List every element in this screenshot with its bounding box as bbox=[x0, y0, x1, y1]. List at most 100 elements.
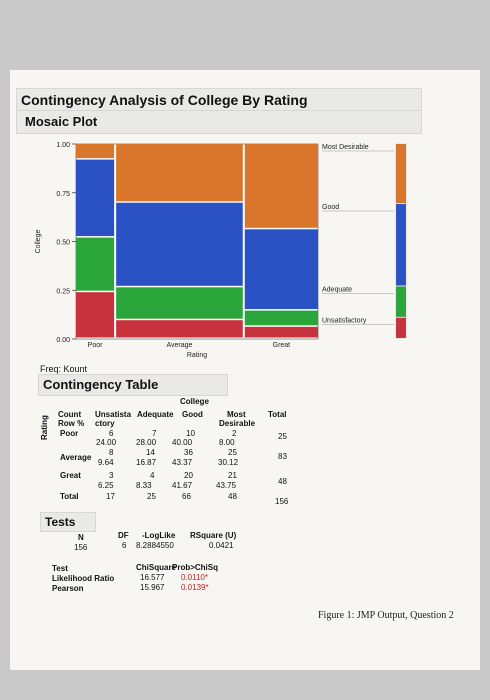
cell: 9.64 bbox=[98, 458, 114, 467]
tests-header-rsquare: RSquare (U) bbox=[190, 531, 237, 540]
test-chisq: 16.577 bbox=[140, 573, 165, 582]
mosaic-cell-most-desirable bbox=[116, 144, 243, 202]
figure-caption: Figure 1: JMP Output, Question 2 bbox=[318, 610, 454, 621]
col-header-adequate: Adequate bbox=[137, 410, 174, 419]
tests-n-value: 156 bbox=[74, 543, 88, 552]
y-tick-label: 0.00 bbox=[56, 337, 70, 344]
cell: 6 bbox=[109, 429, 114, 438]
cell: 7 bbox=[152, 429, 157, 438]
row-label-great: Great bbox=[60, 471, 81, 480]
row-total: 83 bbox=[278, 452, 287, 461]
cell: 8.00 bbox=[219, 438, 235, 447]
tests-header-prob: Prob>ChiSq bbox=[172, 563, 219, 572]
cell: 36 bbox=[184, 448, 193, 457]
y-axis-title: College bbox=[35, 230, 42, 254]
report-title: Contingency Analysis of College By Ratin… bbox=[16, 88, 422, 112]
college-header: College bbox=[180, 397, 209, 406]
cell: 2 bbox=[232, 429, 237, 438]
tests-header-chisq: ChiSquare bbox=[136, 563, 177, 572]
legend-label: Good bbox=[322, 204, 339, 211]
tests-header-n: N bbox=[78, 533, 84, 542]
cell: 41.67 bbox=[172, 481, 193, 490]
col-header-desirable: Desirable bbox=[219, 419, 256, 428]
y-tick-label: 0.25 bbox=[56, 288, 70, 295]
row-total: 48 bbox=[278, 477, 287, 486]
corner-rowpct: Row % bbox=[58, 419, 85, 428]
col-header-total: Total bbox=[268, 410, 287, 419]
cell: 25 bbox=[228, 448, 237, 457]
marginal-bar-good bbox=[395, 203, 407, 286]
x-tick-label: Great bbox=[273, 342, 291, 349]
mosaic-cell-most-desirable bbox=[244, 144, 318, 228]
cell: 20 bbox=[184, 471, 193, 480]
mosaic-cell-adequate bbox=[76, 237, 115, 291]
tests-loglike-value: 8.2884550 bbox=[136, 541, 174, 550]
mosaic-cell-unsatisfactory bbox=[116, 320, 243, 338]
row-label-average: Average bbox=[60, 453, 92, 462]
cell: 43.37 bbox=[172, 458, 193, 467]
cell: 3 bbox=[109, 471, 114, 480]
freq-label: Freq: Kount bbox=[40, 364, 88, 374]
test-chisq: 15.967 bbox=[140, 583, 165, 592]
marginal-bar-most-desirable bbox=[395, 143, 407, 204]
cell: 40.00 bbox=[172, 438, 193, 447]
x-tick-label: Poor bbox=[88, 342, 103, 349]
cell: 30.12 bbox=[218, 458, 239, 467]
x-axis-title: Rating bbox=[187, 352, 207, 359]
cell: 17 bbox=[106, 492, 115, 501]
tests-title: Tests bbox=[40, 512, 96, 532]
legend-label: Adequate bbox=[322, 286, 352, 293]
test-prob: 0.0110* bbox=[181, 573, 208, 582]
row-total: 25 bbox=[278, 432, 287, 441]
cell: 43.75 bbox=[216, 481, 237, 490]
legend-label: Most Desirable bbox=[322, 144, 369, 151]
cell: 66 bbox=[182, 492, 191, 501]
test-prob: 0.0139* bbox=[181, 583, 209, 592]
y-tick-label: 0.75 bbox=[56, 191, 70, 198]
tests-header-test: Test bbox=[52, 564, 68, 573]
mosaic-cell-unsatisfactory bbox=[76, 292, 115, 338]
col-header-good: Good bbox=[182, 410, 203, 419]
marginal-bar-adequate bbox=[395, 286, 407, 317]
col-header-unsatisfactory: Unsatista bbox=[95, 410, 132, 419]
cell: 21 bbox=[228, 471, 237, 480]
rating-header: Rating bbox=[40, 415, 49, 440]
col-header-most: Most bbox=[227, 410, 246, 419]
contingency-title: Contingency Table bbox=[38, 374, 228, 396]
cell: 8.33 bbox=[136, 481, 152, 490]
mosaic-cell-adequate bbox=[244, 310, 318, 326]
y-tick-label: 1.00 bbox=[56, 142, 70, 149]
cell: 16.87 bbox=[136, 458, 157, 467]
y-tick-label: 0.50 bbox=[56, 240, 70, 247]
cell: 24.00 bbox=[96, 438, 117, 447]
cell: 25 bbox=[147, 492, 156, 501]
mosaic-cell-adequate bbox=[116, 287, 243, 319]
marginal-bar-unsatisfactory bbox=[395, 317, 407, 339]
corner-count: Count bbox=[58, 410, 82, 419]
grand-total: 156 bbox=[275, 497, 289, 506]
test-name: Likelihood Ratio bbox=[52, 574, 115, 583]
tests-header-loglike: -LogLike bbox=[142, 531, 176, 540]
row-label-poor: Poor bbox=[60, 429, 79, 438]
test-name: Pearson bbox=[52, 584, 84, 593]
cell: 48 bbox=[228, 492, 237, 501]
col-header-unsatisfactory-2: ctory bbox=[95, 419, 115, 428]
cell: 14 bbox=[146, 448, 155, 457]
x-tick-label: Average bbox=[166, 342, 192, 349]
mosaic-cell-good bbox=[244, 229, 318, 310]
tests-header-df: DF bbox=[118, 531, 129, 540]
cell: 6.25 bbox=[98, 481, 114, 490]
cell: 8 bbox=[109, 448, 114, 457]
cell: 4 bbox=[150, 471, 155, 480]
cell: 10 bbox=[186, 429, 195, 438]
tests-df-value: 6 bbox=[122, 541, 127, 550]
tests-rsquare-value: 0.0421 bbox=[209, 541, 234, 550]
row-label-total: Total bbox=[60, 492, 79, 501]
mosaic-cell-unsatisfactory bbox=[244, 326, 318, 338]
cell: 28.00 bbox=[136, 438, 157, 447]
legend-label: Unsatisfactory bbox=[322, 318, 367, 325]
mosaic-cell-good bbox=[116, 202, 243, 286]
mosaic-cell-good bbox=[76, 159, 115, 237]
mosaic-title: Mosaic Plot bbox=[16, 110, 422, 134]
